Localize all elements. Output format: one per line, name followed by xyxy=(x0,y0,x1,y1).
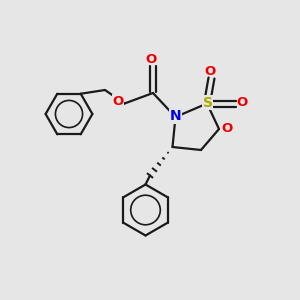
Text: O: O xyxy=(221,122,232,135)
Text: S: S xyxy=(202,96,213,110)
Text: N: N xyxy=(170,109,181,123)
Text: O: O xyxy=(236,96,248,109)
Text: O: O xyxy=(146,52,157,66)
Text: O: O xyxy=(112,94,124,108)
Text: O: O xyxy=(204,65,216,79)
